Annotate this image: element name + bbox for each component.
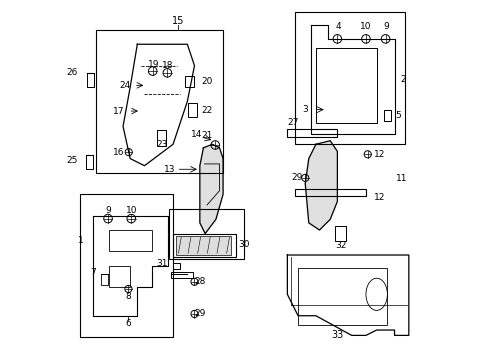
Text: 10: 10 [125, 206, 137, 215]
Text: 25: 25 [66, 156, 78, 165]
Text: 15: 15 [172, 16, 184, 26]
Text: 5: 5 [394, 111, 400, 120]
Text: 3: 3 [302, 105, 307, 114]
Bar [334, 226, 346, 241]
Text: 27: 27 [287, 118, 298, 127]
Text: 32: 32 [335, 240, 346, 249]
Text: 6: 6 [125, 319, 131, 328]
Polygon shape [200, 144, 223, 234]
Text: 23: 23 [156, 140, 167, 149]
Text: 17: 17 [113, 107, 124, 116]
Bar [294, 12, 405, 144]
Bar [383, 111, 390, 121]
Bar [294, 189, 365, 196]
Text: 9: 9 [383, 22, 388, 31]
Text: 13: 13 [163, 165, 175, 174]
Text: 29: 29 [194, 310, 205, 319]
Bar [80, 194, 173, 337]
Bar [175, 236, 230, 255]
Text: 20: 20 [201, 77, 212, 86]
Text: 14: 14 [190, 130, 202, 139]
Text: 1: 1 [78, 236, 83, 245]
Bar [157, 130, 165, 146]
Text: 33: 33 [330, 330, 343, 341]
Bar [173, 234, 235, 257]
Text: 26: 26 [66, 68, 78, 77]
Text: 29: 29 [291, 174, 303, 183]
Text: 7: 7 [90, 268, 96, 277]
Bar [169, 208, 244, 258]
Text: 24: 24 [119, 81, 130, 90]
Bar [188, 103, 197, 117]
Text: 21: 21 [201, 131, 212, 140]
Text: 22: 22 [201, 106, 212, 115]
Text: 2: 2 [400, 76, 406, 85]
Bar [287, 129, 337, 137]
Text: 9: 9 [105, 206, 111, 215]
Bar [108, 230, 151, 251]
Text: 19: 19 [148, 60, 160, 69]
Bar [108, 266, 130, 287]
Bar [298, 267, 386, 325]
Text: 11: 11 [395, 174, 407, 183]
Text: 30: 30 [238, 240, 250, 249]
Bar [96, 30, 223, 173]
Text: 18: 18 [161, 61, 173, 70]
Polygon shape [305, 141, 337, 230]
Bar [184, 76, 193, 87]
Text: 12: 12 [373, 150, 385, 159]
Text: 4: 4 [335, 22, 340, 31]
Text: 16: 16 [113, 148, 124, 157]
Text: 10: 10 [360, 22, 371, 31]
Text: 31: 31 [156, 260, 168, 269]
Text: 12: 12 [373, 193, 385, 202]
Bar [171, 272, 192, 278]
Text: 28: 28 [194, 277, 205, 286]
Text: 8: 8 [125, 292, 131, 301]
